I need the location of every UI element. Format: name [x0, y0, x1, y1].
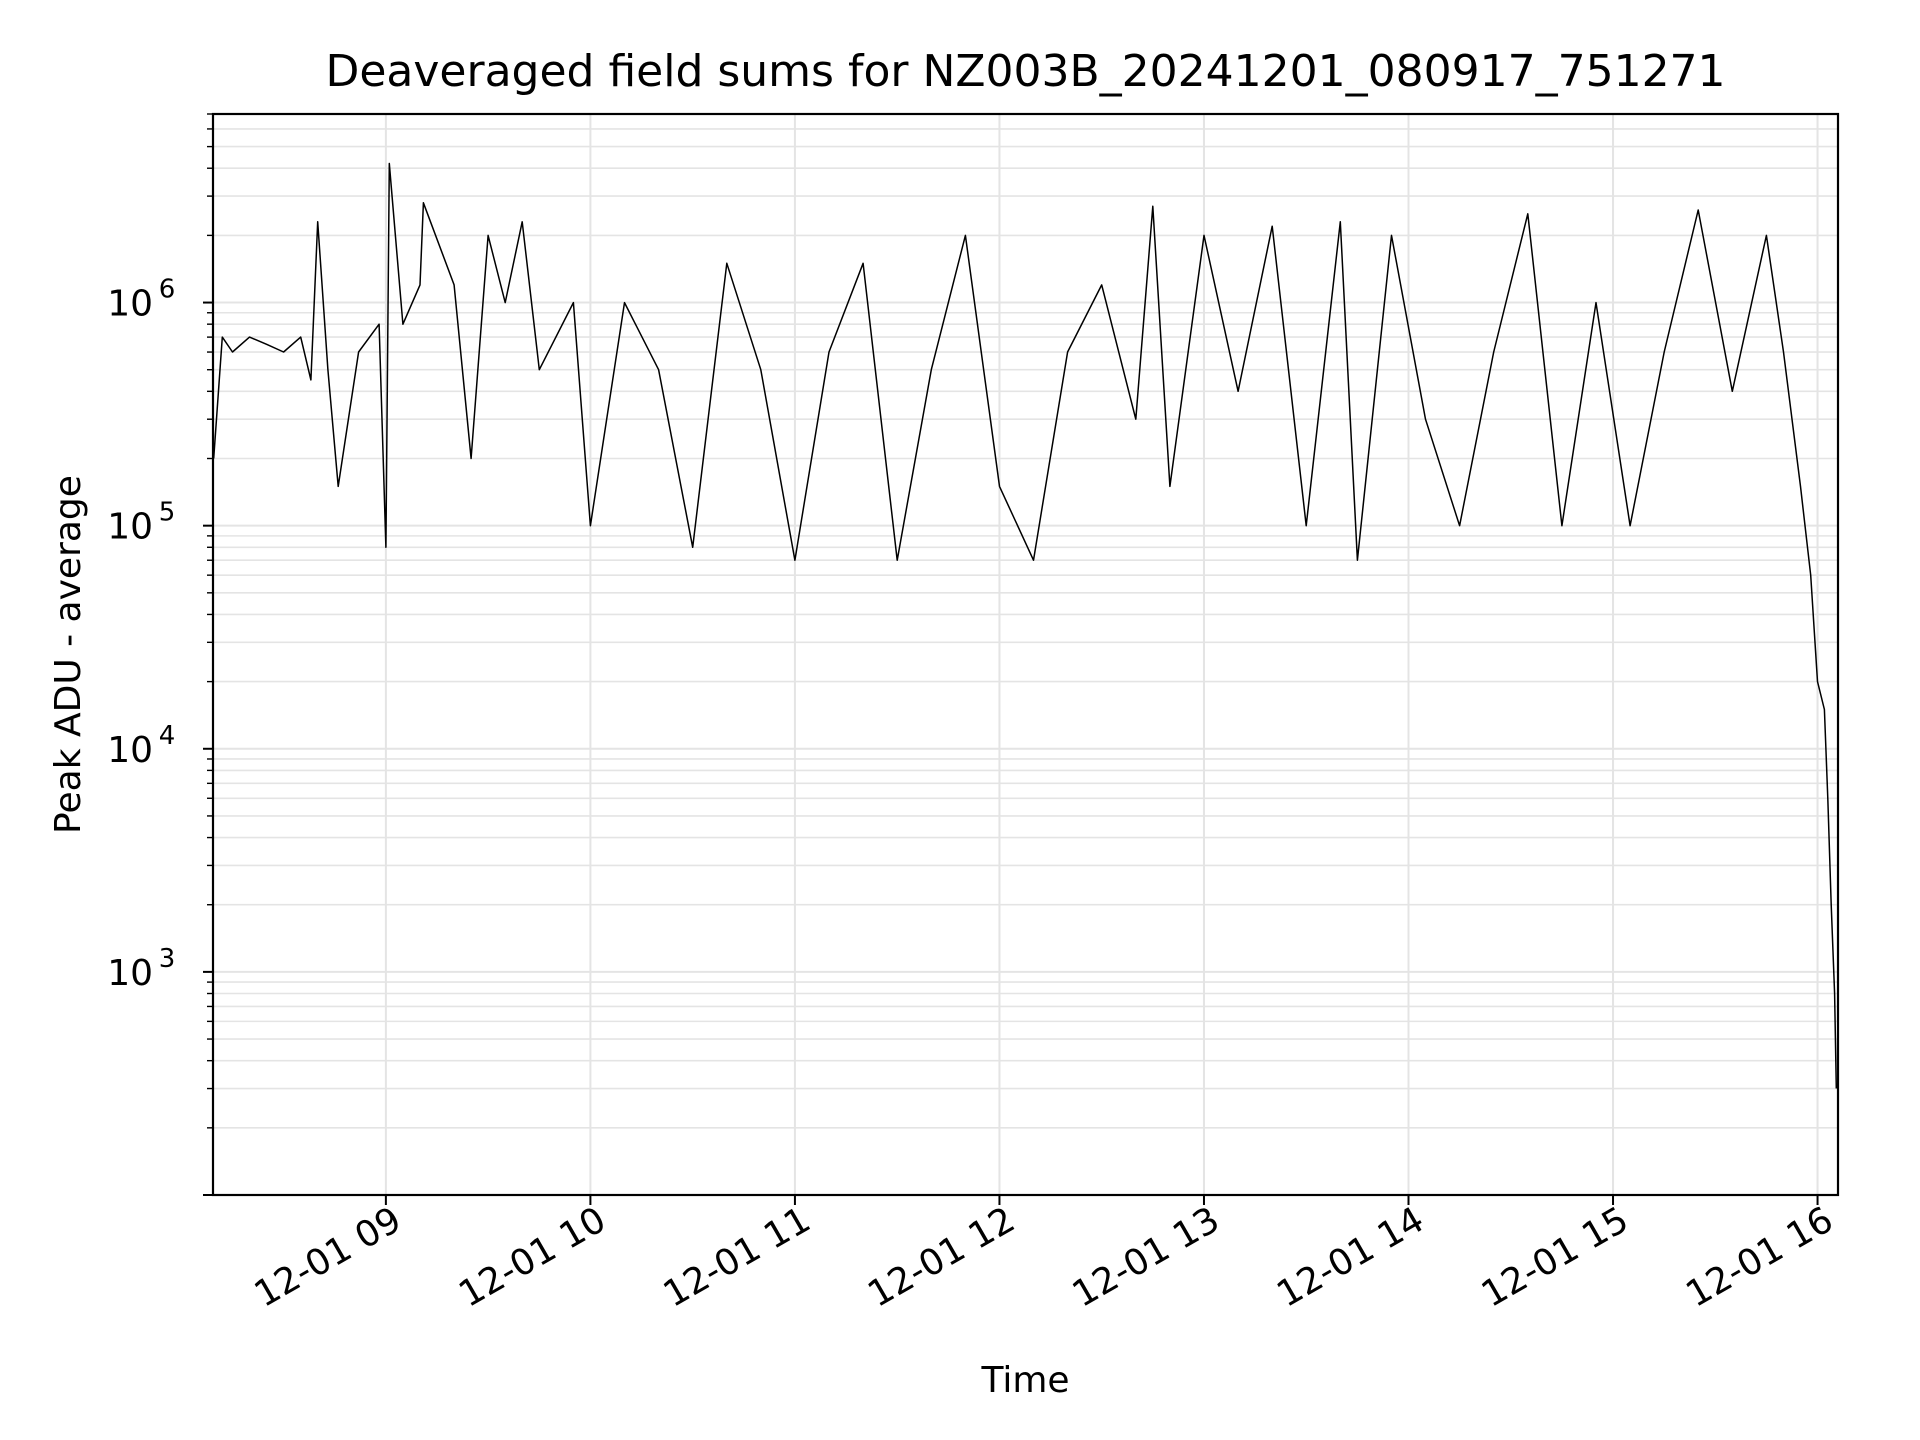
- y-tick-label: 10: [107, 730, 153, 771]
- y-tick-label: 10: [107, 507, 153, 548]
- series-layer: [212, 162, 1838, 1089]
- y-axis-label: Peak ADU - average: [48, 475, 89, 834]
- grid: [213, 113, 1838, 1196]
- plot-frame: [211, 112, 1840, 1197]
- series-line: [212, 162, 1838, 1089]
- chart-title: Deaveraged field sums for NZ003B_2024120…: [325, 46, 1725, 97]
- y-tick-exponent: 5: [159, 498, 176, 528]
- y-tick-exponent: 4: [159, 721, 176, 751]
- y-tick-label: 10: [107, 284, 153, 325]
- y-tick-exponent: 3: [159, 944, 176, 974]
- x-axis-label: Time: [980, 1360, 1069, 1401]
- y-tick-label: 10: [107, 953, 153, 994]
- y-tick-exponent: 6: [159, 275, 176, 305]
